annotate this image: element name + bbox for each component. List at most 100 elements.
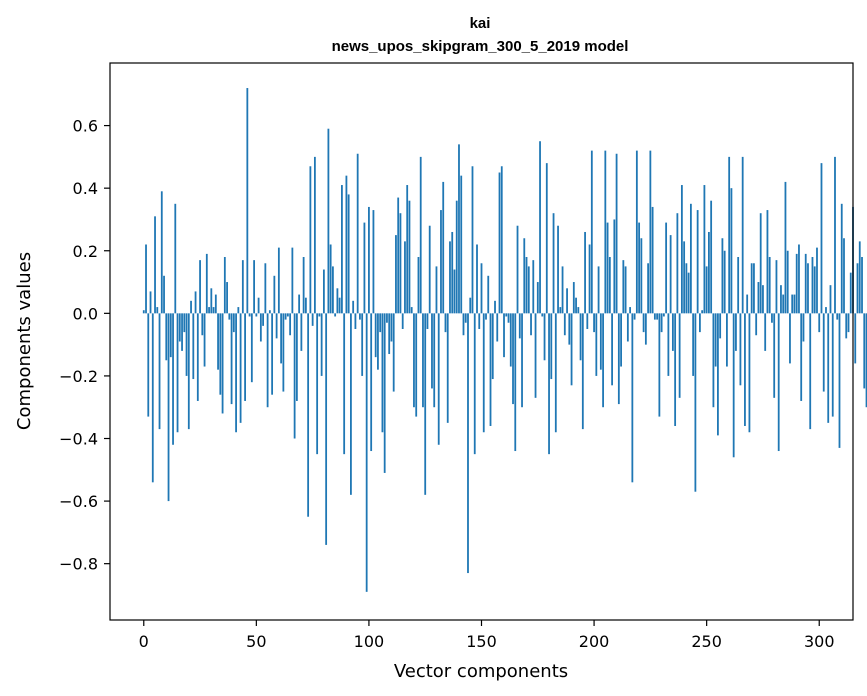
bar-314: [849, 272, 852, 314]
bar-307: [834, 156, 836, 314]
bar-195: [581, 313, 584, 430]
bar-259: [726, 313, 728, 367]
bar-143: [464, 313, 467, 323]
bar-208: [611, 313, 613, 386]
bar-43: [239, 313, 242, 423]
bar-295: [807, 263, 809, 314]
bar-79: [320, 313, 323, 376]
bar-233: [667, 313, 670, 376]
bar-122: [417, 257, 420, 314]
bar-298: [813, 266, 816, 314]
bar-317: [856, 263, 859, 314]
bar-272: [755, 313, 758, 336]
bar-28: [205, 253, 208, 314]
bar-246: [696, 210, 699, 314]
bar-274: [759, 213, 762, 314]
bar-232: [665, 222, 668, 314]
bar-250: [705, 266, 708, 314]
bar-140: [458, 144, 460, 314]
bar-119: [410, 307, 413, 314]
bar-56: [268, 310, 271, 314]
bar-38: [228, 313, 231, 320]
bar-237: [676, 213, 679, 314]
bar-35: [221, 313, 224, 414]
bar-164: [512, 313, 514, 405]
x-tick-label: 250: [691, 632, 722, 651]
bar-191: [572, 282, 575, 314]
bar-227: [653, 313, 656, 320]
bar-15: [176, 313, 179, 433]
bar-302: [822, 313, 825, 392]
bar-213: [622, 260, 625, 314]
bar-109: [388, 313, 391, 355]
bar-271: [753, 263, 755, 314]
bar-138: [453, 269, 456, 314]
bar-16: [178, 313, 181, 342]
bar-50: [255, 313, 258, 317]
bar-212: [620, 313, 622, 367]
bar-199: [590, 150, 593, 314]
bar-200: [593, 313, 595, 333]
bar-283: [780, 285, 782, 314]
bar-45: [244, 313, 246, 401]
bar-96: [359, 313, 361, 320]
bar-312: [845, 313, 848, 339]
bar-27: [203, 313, 206, 367]
bar-82: [327, 128, 330, 314]
bar-291: [798, 244, 800, 314]
bar-247: [699, 313, 701, 333]
bar-231: [662, 313, 665, 317]
bar-30: [210, 288, 213, 314]
bar-284: [782, 294, 785, 314]
bar-264: [737, 257, 740, 314]
bar-292: [800, 313, 803, 401]
bar-129: [433, 313, 436, 408]
bar-228: [656, 313, 659, 320]
bar-107: [383, 313, 386, 473]
bar-285: [784, 181, 787, 314]
bar-225: [649, 150, 652, 314]
bar-132: [440, 210, 442, 314]
bar-290: [795, 253, 798, 314]
bar-147: [473, 313, 476, 455]
bar-23: [194, 291, 197, 314]
bar-288: [791, 294, 794, 314]
bar-4: [151, 313, 154, 483]
bar-282: [777, 313, 780, 452]
x-tick-label: 100: [354, 632, 385, 651]
bar-318: [858, 241, 861, 314]
bar-183: [554, 313, 557, 433]
bar-7: [158, 313, 161, 430]
x-tick-label: 300: [804, 632, 835, 651]
bar-34: [219, 313, 222, 395]
bar-24: [196, 313, 199, 401]
bar-3: [149, 291, 152, 314]
bar-133: [442, 181, 445, 314]
bar-40: [232, 313, 235, 333]
bar-294: [804, 253, 807, 314]
bar-36: [223, 257, 226, 314]
bar-46: [246, 88, 249, 314]
bar-39: [230, 313, 233, 405]
x-axis-ticks: 0 50 100 150 200 250 300: [139, 620, 835, 651]
x-tick-label: 50: [246, 632, 266, 651]
bar-117: [406, 185, 409, 314]
bar-19: [185, 313, 188, 376]
bar-189: [568, 313, 571, 345]
bar-72: [304, 297, 307, 314]
bar-215: [626, 313, 629, 342]
bar-223: [644, 313, 647, 345]
bar-204: [602, 313, 604, 408]
bar-207: [608, 257, 611, 314]
bar-145: [469, 297, 472, 314]
bar-301: [820, 163, 823, 314]
bar-194: [579, 313, 582, 361]
bar-120: [413, 313, 415, 408]
bar-190: [570, 313, 573, 386]
bar-59: [275, 313, 278, 339]
bar-58: [273, 275, 276, 314]
bar-37: [226, 282, 228, 314]
bar-9: [163, 275, 165, 314]
bar-68: [295, 313, 298, 401]
bar-113: [397, 197, 400, 314]
